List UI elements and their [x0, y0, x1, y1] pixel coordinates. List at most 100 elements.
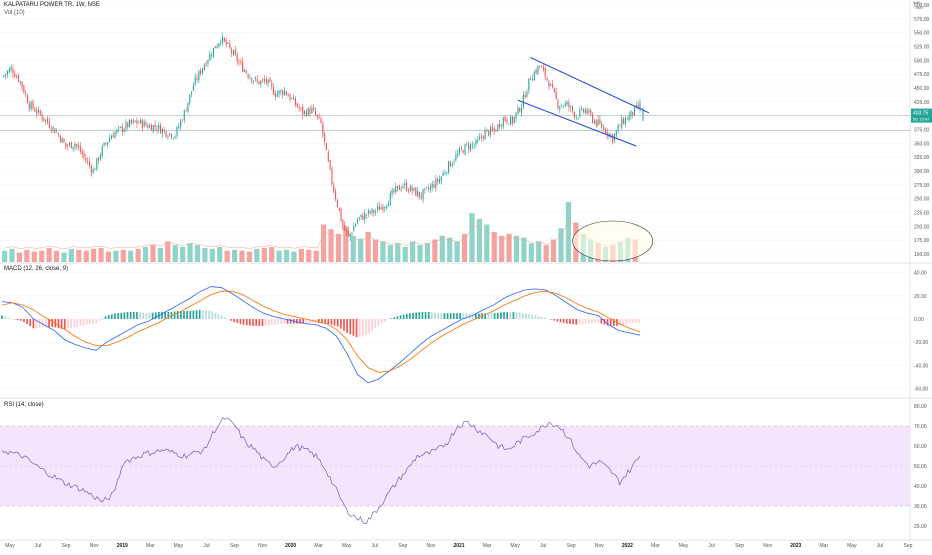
price-tick-label: 350.00: [914, 141, 930, 147]
candle-body: [338, 207, 340, 211]
candle-body: [136, 120, 138, 124]
candle-body: [83, 152, 85, 157]
candle-body: [238, 62, 240, 64]
candle-body: [628, 114, 630, 121]
volume-bar: [231, 249, 238, 262]
candle-body: [444, 173, 446, 174]
channel-lower-line: [517, 99, 637, 147]
time-tick-label: May: [342, 543, 352, 549]
macd-histogram-bar: [201, 309, 204, 319]
candle-body: [336, 199, 338, 207]
candle-body: [613, 133, 616, 141]
candle-body: [615, 130, 617, 136]
price-tick-label: 275.00: [914, 183, 930, 189]
rsi-tick-label: 20.00: [914, 524, 927, 530]
macd-tick-label: -40.00: [914, 363, 928, 369]
candle-body: [493, 128, 495, 131]
candle-body: [21, 81, 23, 88]
candle-body: [489, 127, 492, 135]
candle-body: [296, 103, 298, 107]
candle-body: [480, 136, 482, 138]
macd-histogram-bar: [456, 313, 458, 319]
candle-body: [561, 105, 563, 107]
candle-body: [604, 128, 606, 133]
candle-body: [147, 125, 149, 128]
macd-histogram-bar: [484, 313, 487, 319]
candle-body: [109, 138, 111, 142]
macd-histogram-bar: [280, 318, 283, 324]
macd-histogram-bar: [399, 315, 402, 319]
macd-histogram-bar: [318, 318, 320, 323]
candle-body: [141, 120, 143, 128]
macd-histogram-bar: [205, 310, 207, 319]
candle-body: [464, 144, 466, 155]
candle-body: [610, 134, 612, 136]
macd-histogram-bar: [606, 318, 609, 326]
candle-body: [371, 208, 373, 213]
macd-histogram-bar: [478, 313, 480, 319]
macd-histogram-bar: [95, 318, 97, 324]
candle-body: [537, 66, 539, 74]
macd-histogram-bar: [465, 313, 468, 319]
candle-body: [36, 110, 38, 114]
candle-body: [632, 112, 634, 115]
macd-histogram-bar: [19, 318, 22, 321]
macd-histogram-bar: [578, 318, 581, 325]
candle-body: [462, 150, 464, 154]
price-tick-label: 450.00: [914, 86, 930, 92]
candle-body: [522, 94, 524, 107]
rsi-tick-label: 60.00: [914, 444, 927, 450]
macd-histogram-bar: [308, 318, 311, 324]
candle-body: [595, 119, 597, 126]
candle-body: [285, 91, 287, 95]
macd-histogram-bar: [220, 315, 223, 319]
candle-body: [178, 126, 180, 128]
candle-body: [88, 161, 91, 166]
candle-body: [360, 214, 362, 217]
candle-body: [457, 153, 459, 156]
macd-histogram-bar: [597, 318, 600, 323]
macd-histogram-bar: [230, 318, 232, 321]
candle-body: [54, 128, 56, 134]
volume-bar: [128, 250, 134, 262]
macd-tick-label: 40.00: [914, 271, 927, 277]
candle-body: [121, 126, 123, 132]
volume-bar: [424, 243, 431, 262]
time-tick-label: Jul: [35, 543, 41, 549]
candle-body: [325, 143, 328, 151]
candle-body: [258, 81, 260, 85]
price-grid: [0, 4, 910, 255]
candle-body: [169, 133, 171, 136]
macd-histogram-bar: [132, 312, 135, 319]
candle-body: [451, 163, 453, 166]
rsi-tick-label: 70.00: [914, 424, 927, 430]
macd-histogram-bar: [107, 315, 110, 319]
candle-body: [12, 68, 14, 75]
macd-histogram-bar: [515, 312, 518, 319]
candle-body: [466, 143, 468, 145]
candle-body: [118, 127, 120, 129]
candle-body: [573, 111, 575, 118]
candle-body: [320, 118, 322, 123]
candle-body: [291, 98, 293, 100]
macd-histogram-bar: [38, 318, 41, 328]
macd-histogram-bar: [431, 312, 433, 319]
macd-histogram-bar: [522, 312, 524, 319]
macd-histogram-bar: [73, 318, 76, 328]
candle-body: [469, 143, 472, 151]
macd-histogram-bar: [380, 318, 383, 324]
candle-body: [397, 186, 399, 188]
candle-body: [123, 129, 125, 133]
candle-body: [107, 142, 109, 146]
macd-histogram-bar: [487, 313, 490, 319]
candle-body: [37, 109, 40, 113]
volume-bar: [536, 241, 542, 262]
macd-histogram-bar: [23, 318, 25, 323]
candle-body: [191, 91, 193, 95]
macd-histogram-bar: [493, 313, 496, 319]
volume-bar: [187, 243, 193, 262]
candle-body: [267, 79, 269, 84]
candle-body: [355, 223, 357, 227]
time-tick-label: Jul: [708, 543, 714, 549]
candle-body: [145, 122, 147, 126]
